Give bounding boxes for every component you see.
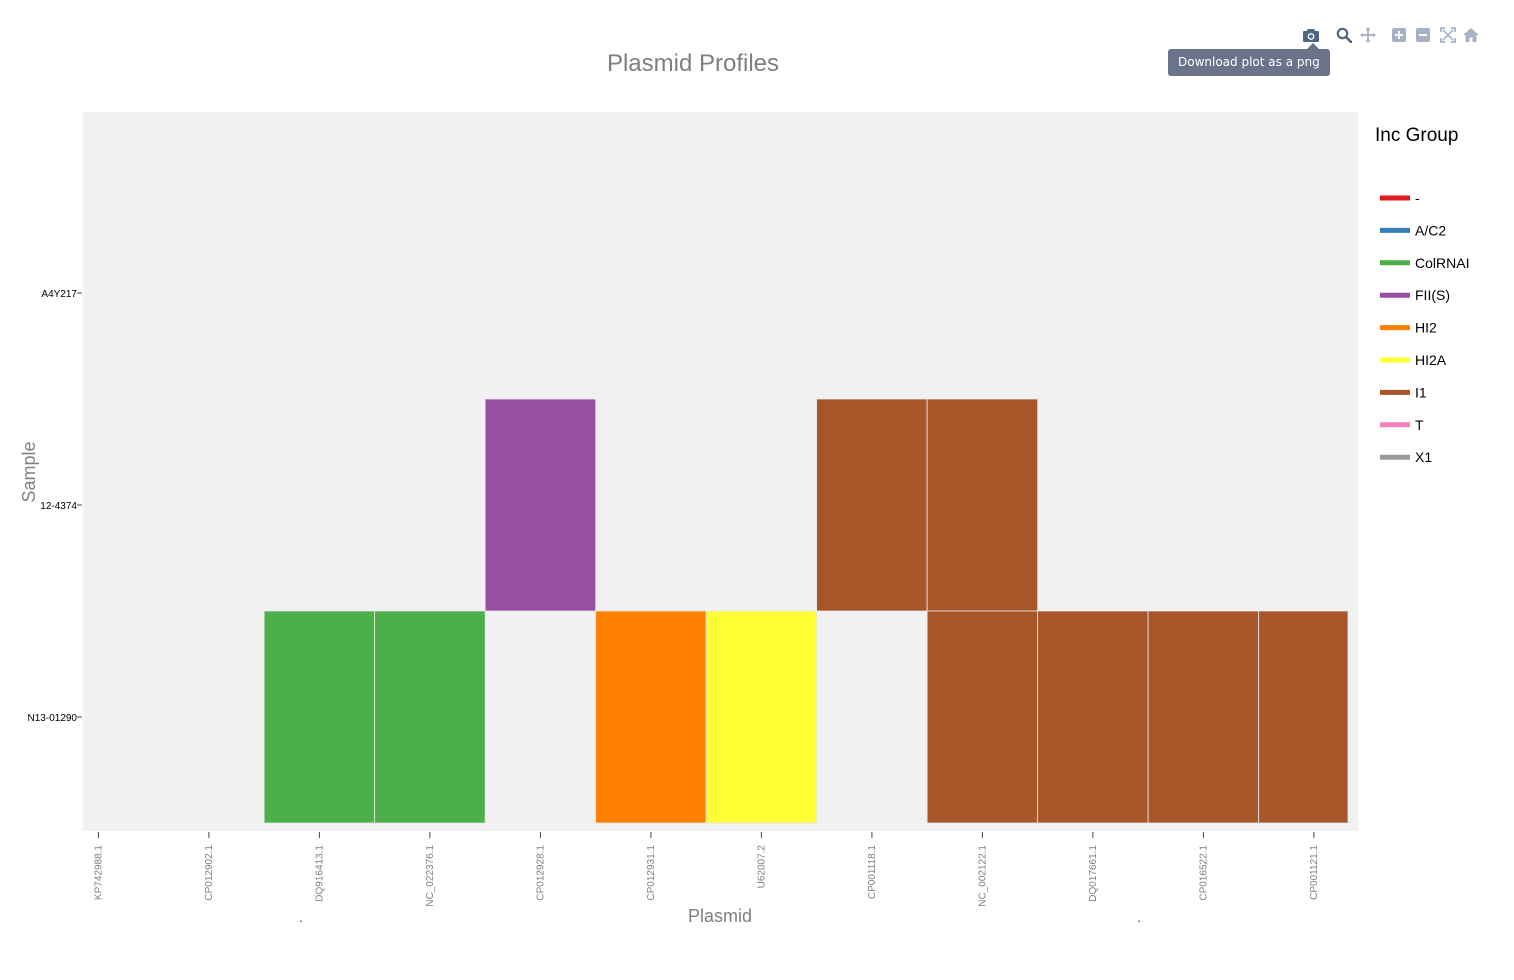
x-tick-label: CP012902.1: [204, 845, 215, 901]
y-axis-label: Sample: [19, 441, 39, 502]
legend-label[interactable]: ColRNAI: [1415, 255, 1469, 271]
zoom-icon[interactable]: [1333, 24, 1355, 46]
heatmap-cell[interactable]: [705, 610, 818, 824]
y-tick-label: 12-4374: [40, 501, 77, 512]
y-tick-label: N13-01290: [28, 713, 78, 724]
legend-label[interactable]: T: [1415, 417, 1424, 433]
tooltip-arrow: [1307, 43, 1319, 49]
heatmap-cell[interactable]: [374, 610, 486, 824]
legend-label[interactable]: HI2: [1415, 320, 1437, 336]
legend-label[interactable]: X1: [1415, 449, 1432, 465]
home-icon[interactable]: [1460, 24, 1482, 46]
heatmap-cell[interactable]: [926, 398, 1039, 612]
x-tick-label: CP016522.1: [1198, 845, 1209, 901]
autoscale-icon[interactable]: [1437, 24, 1459, 46]
x-tick-label: CP001118.1: [867, 845, 878, 900]
heatmap-cell[interactable]: [1037, 610, 1149, 824]
x-tick-label: U62007.2: [756, 845, 767, 889]
legend-title: Inc Group: [1375, 125, 1458, 146]
heatmap-cell[interactable]: [1147, 610, 1260, 824]
x-tick-label: NC_002122.1: [977, 845, 988, 907]
x-tick-label: NC_022376.1: [425, 845, 436, 907]
zoom-in-icon[interactable]: [1388, 24, 1410, 46]
y-axis-ticks: A4Y217 12-4374 N13-01290: [28, 289, 82, 724]
heatmap-cell[interactable]: [1258, 610, 1349, 824]
x-tick-label: CP012928.1: [535, 845, 546, 901]
heatmap-cell[interactable]: [926, 610, 1039, 824]
x-tick-label: DQ916413.1: [314, 845, 325, 902]
chart-title: Plasmid Profiles: [607, 50, 779, 77]
legend[interactable]: - A/C2 ColRNAI FII(S) HI2 HI2A I1 T X1: [1380, 190, 1469, 465]
x-tick-label: CP012931.1: [646, 845, 657, 901]
heatmap-cells: [263, 398, 1349, 824]
legend-label[interactable]: A/C2: [1415, 222, 1446, 238]
x-footnote-left: .: [299, 909, 303, 925]
legend-label[interactable]: HI2A: [1415, 352, 1447, 368]
x-tick-label: CP001121.1: [1309, 845, 1320, 900]
legend-label[interactable]: -: [1415, 190, 1420, 206]
x-tick-label: DQ017661.1: [1088, 845, 1099, 902]
x-footnote-right: .: [1137, 909, 1141, 925]
x-axis-label: Plasmid: [688, 906, 752, 926]
camera-icon[interactable]: [1300, 24, 1322, 46]
zoom-out-icon[interactable]: [1412, 24, 1434, 46]
pan-icon[interactable]: [1357, 24, 1379, 46]
legend-label[interactable]: FII(S): [1415, 287, 1450, 303]
download-tooltip: Download plot as a png: [1168, 49, 1330, 76]
x-axis-ticks: KP742988.1 CP012902.1 DQ916413.1 NC_022376.…: [93, 832, 1320, 907]
y-tick-label: A4Y217: [41, 289, 77, 300]
x-tick-label: KP742988.1: [93, 845, 104, 900]
heatmap-cell[interactable]: [484, 398, 597, 612]
heatmap-cell[interactable]: [816, 398, 928, 612]
heatmap-cell[interactable]: [263, 610, 376, 824]
heatmap-cell[interactable]: [595, 610, 707, 824]
legend-label[interactable]: I1: [1415, 384, 1427, 400]
